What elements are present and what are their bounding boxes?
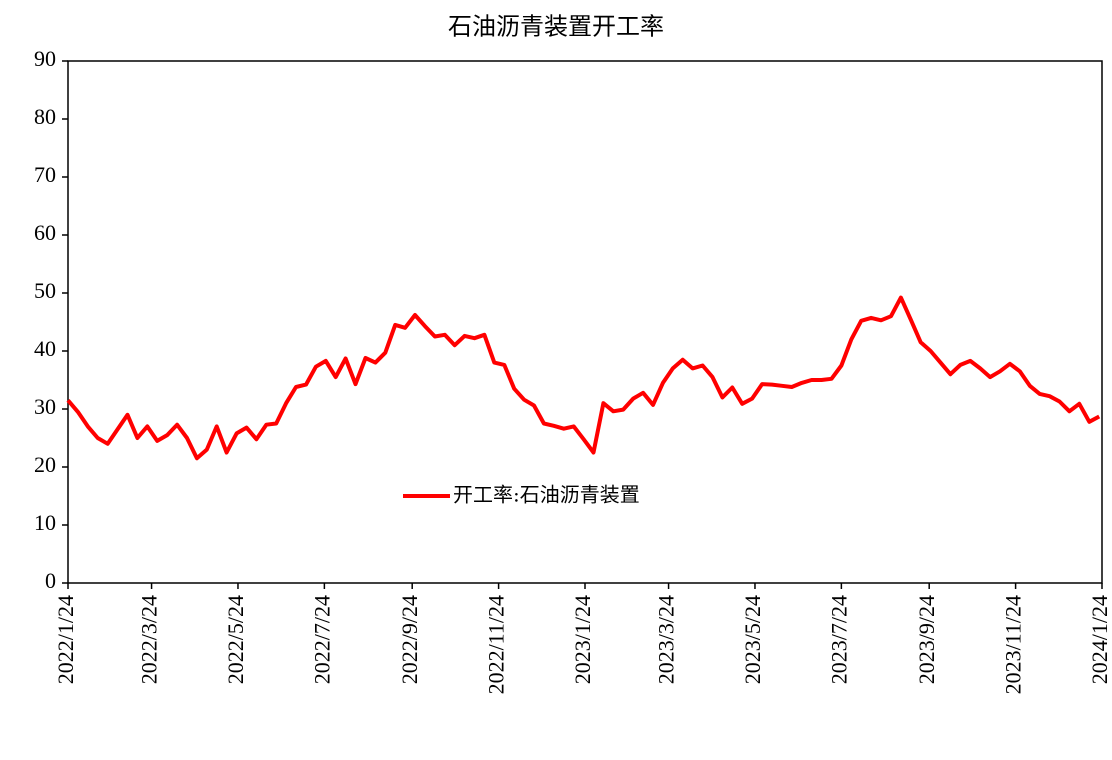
x-tick-label: 2023/9/24 [914, 595, 939, 684]
x-tick-label: 2022/3/24 [137, 595, 162, 684]
x-tick-label: 2024/1/24 [1087, 595, 1112, 684]
data-line [66, 295, 1101, 461]
y-tick-label: 80 [34, 104, 56, 129]
y-tick-label: 90 [34, 46, 56, 71]
chart-title: 石油沥青装置开工率 [448, 13, 664, 41]
x-tick-label: 2023/7/24 [826, 595, 851, 684]
x-tick-label: 2023/5/24 [740, 595, 765, 684]
x-tick-label: 2022/11/24 [484, 595, 509, 694]
y-tick-label: 10 [34, 510, 56, 535]
y-tick-label: 50 [34, 278, 56, 303]
y-tick-label: 70 [34, 162, 56, 187]
y-tick-label: 60 [34, 220, 56, 245]
x-tick-label: 2022/1/24 [53, 595, 78, 684]
x-tick-label: 2022/9/24 [397, 595, 422, 684]
y-tick-label: 20 [34, 452, 56, 477]
x-tick-label: 2022/7/24 [309, 595, 334, 684]
y-tick-label: 40 [34, 336, 56, 361]
legend-label: 开工率:石油沥青装置 [453, 483, 640, 507]
x-tick-label: 2023/1/24 [570, 595, 595, 684]
y-tick-label: 0 [45, 568, 56, 593]
y-tick-label: 30 [34, 394, 56, 419]
x-tick-label: 2023/11/24 [1001, 595, 1026, 694]
x-tick-label: 2022/5/24 [223, 595, 248, 684]
x-tick-label: 2023/3/24 [654, 595, 679, 684]
